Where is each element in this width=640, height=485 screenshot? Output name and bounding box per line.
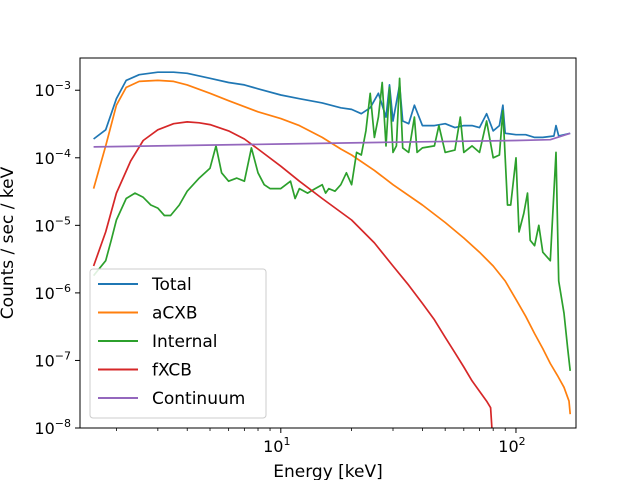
series-line-acxb: [92, 79, 572, 415]
legend: Total aCXB Internal fXCB Continuum: [89, 268, 267, 419]
legend-label-fxcb: fXCB: [152, 361, 192, 381]
series-line-fxcb: [92, 121, 493, 428]
y-tick-label: 10−3: [34, 79, 71, 100]
axis-ticks: 101 102 10−8 10−7 10−6 10−5 10−4 10−3: [34, 79, 525, 456]
x-axis-label: Energy [keV]: [273, 462, 383, 480]
y-tick-label: 10−7: [34, 349, 71, 370]
legend-label-acxb: aCXB: [152, 304, 198, 324]
series-lines: [92, 71, 572, 428]
series-line-continuum: [93, 132, 571, 148]
y-tick-label: 10−8: [34, 417, 71, 438]
series-line-total: [93, 71, 571, 140]
legend-label-total: Total: [151, 275, 192, 295]
y-tick-label: 10−5: [34, 214, 71, 235]
legend-label-continuum: Continuum: [152, 389, 245, 409]
plot-area-frame: [79, 57, 577, 429]
x-tick-label: 101: [263, 435, 290, 456]
series-line-internal: [92, 77, 572, 371]
legend-label-internal: Internal: [152, 332, 218, 352]
legend-items: Total aCXB Internal fXCB Continuum: [98, 275, 245, 409]
legend-box: [89, 268, 267, 419]
y-tick-label: 10−6: [34, 282, 71, 303]
y-tick-label: 10−4: [34, 147, 71, 168]
x-tick-label: 102: [498, 435, 525, 456]
y-axis-label: Counts / sec / keV: [0, 166, 18, 319]
